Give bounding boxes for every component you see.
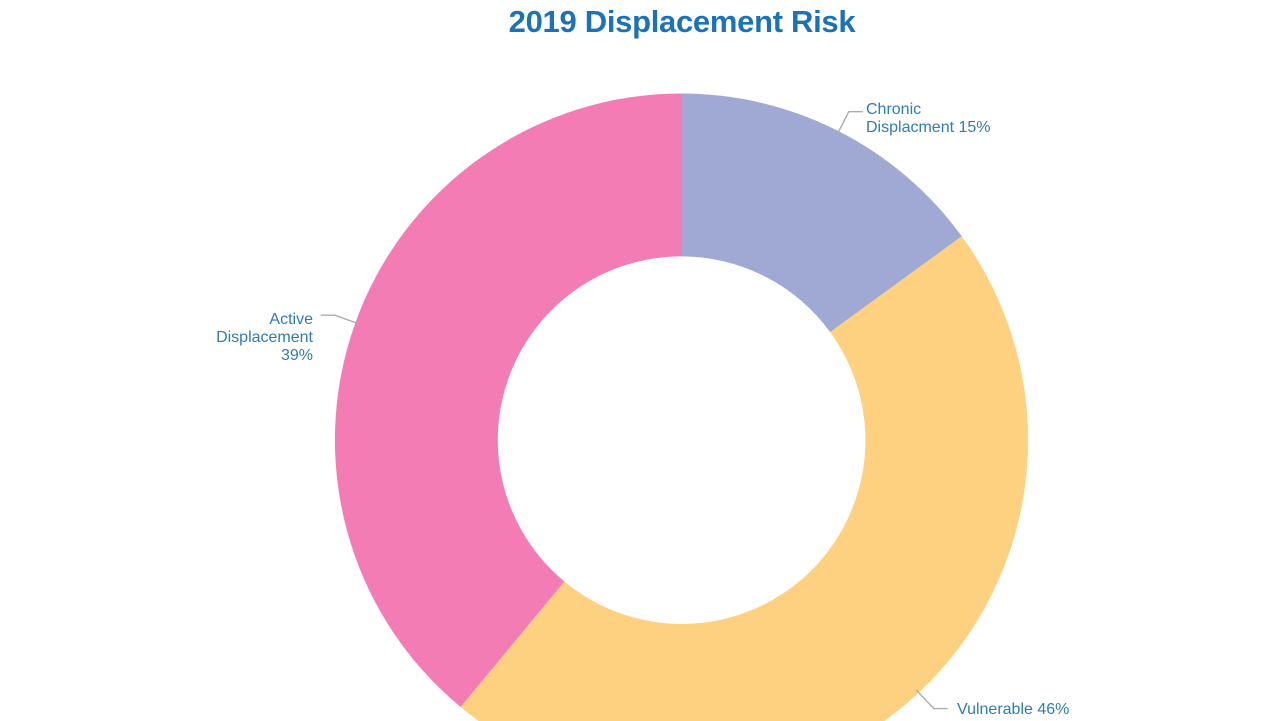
leader-line-chronic-displacment (836, 110, 863, 136)
chart-title: 2019 Displacement Risk (508, 4, 856, 39)
slice-label-line: Vulnerable 46% (957, 701, 1070, 718)
leader-line-active-displacement (320, 314, 360, 325)
slice-label-line: Active (269, 311, 313, 328)
slice-label-active-displacement: Active Displacement 39% (163, 311, 313, 365)
slice-label-line: Displacment 15% (866, 119, 991, 136)
pie-slice-chronic-displacment[interactable] (681, 93, 962, 333)
slice-label-vulnerable: Vulnerable 46% (957, 701, 1069, 719)
slice-label-chronic-displacement: Chronic Displacment 15% (866, 101, 991, 137)
slice-label-line: Displacement (216, 329, 313, 346)
pie-slice-active-displacement[interactable] (334, 93, 682, 707)
leader-line-vulnerable (915, 689, 948, 710)
slice-label-line: 39% (280, 347, 313, 364)
slice-label-line: Chronic (866, 101, 922, 118)
pie-slice-vulnerable[interactable] (460, 236, 1029, 721)
